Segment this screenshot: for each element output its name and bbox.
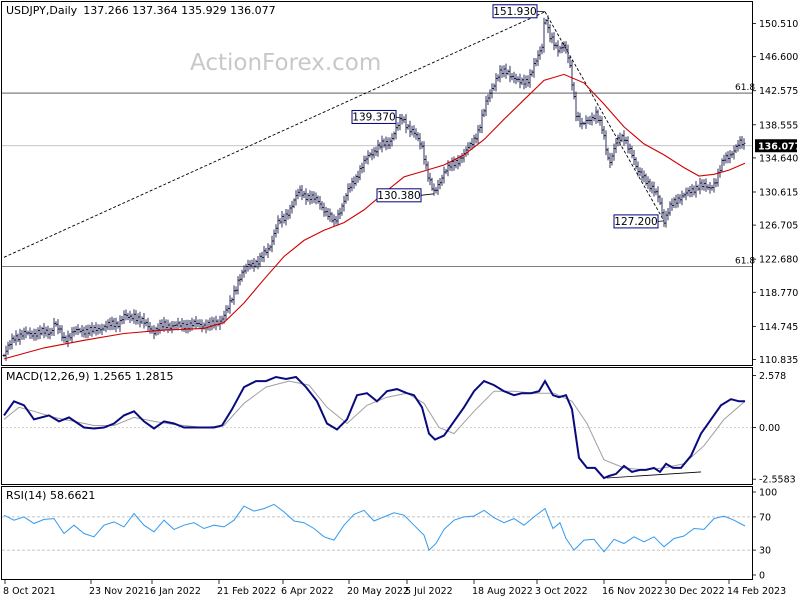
annotation-leader	[420, 193, 435, 196]
annotation-leader	[395, 116, 403, 119]
price-annotation-3: 127.200	[613, 214, 665, 229]
price-y-tick-label: 110.835	[759, 355, 798, 366]
x-tick-label: 16 Nov 2022	[602, 586, 663, 597]
rsi-y-tick-label: 70	[759, 512, 771, 523]
price-y-tick-label: 114.745	[759, 322, 798, 333]
price-panel: 61.8 61.8 151.930 139.370 130.380 127.200	[2, 4, 755, 361]
price-y-tick-label: 146.600	[759, 52, 798, 63]
x-tick-label: 30 Dec 2022	[664, 586, 725, 597]
macd-y-tick-label: 2.578	[759, 371, 786, 382]
macd-y-tick-label: 0.00	[759, 423, 780, 434]
annotation-leader	[657, 220, 665, 222]
rsi-line	[3, 503, 746, 553]
x-tick-label: 6 Jan 2022	[150, 586, 201, 597]
price-annotation-1: 139.370	[351, 109, 403, 124]
annotation-label: 151.930	[493, 6, 536, 18]
annotation-label: 139.370	[352, 111, 395, 123]
rsi-panel	[2, 503, 752, 553]
x-tick-label: 20 May 2022	[347, 586, 409, 597]
price-y-tick-label: 126.705	[759, 221, 798, 232]
rsi-y-tick-label: 30	[759, 546, 771, 557]
price-panel-title: USDJPY,Daily 137.266 137.364 135.929 136.…	[6, 4, 276, 17]
macd-panel-frame	[1, 367, 753, 485]
moving-average-line	[3, 73, 746, 360]
macd-divergence-line	[606, 471, 702, 479]
macd-signal-line	[3, 380, 746, 471]
macd-y-tick-label: -2.5583	[759, 475, 796, 486]
fib-label-0: 61.8	[735, 83, 755, 93]
rsi-y-tick-label: 0	[759, 571, 765, 582]
fib-label-1: 61.8	[735, 257, 755, 267]
annotation-label: 130.380	[377, 190, 420, 202]
price-bar	[742, 138, 746, 150]
annotation-label: 127.200	[614, 216, 657, 228]
price-bars	[2, 15, 746, 361]
x-tick-label: 18 Aug 2022	[472, 586, 533, 597]
x-tick-label: 23 Nov 2021	[89, 586, 150, 597]
price-y-tick-label: 138.555	[759, 120, 798, 131]
current-price-tag-label: 136.077	[758, 142, 800, 153]
rsi-panel-title: RSI(14) 58.6621	[6, 489, 95, 502]
macd-panel	[2, 375, 752, 480]
axes: 150.510 146.600 142.575 138.555 134.640 130.6…	[3, 19, 800, 597]
x-tick-label: 8 Oct 2021	[3, 586, 56, 597]
price-y-tick-label: 150.510	[759, 19, 798, 30]
price-annotation-2: 130.380	[376, 188, 435, 203]
watermark: ActionForex.com	[190, 50, 381, 76]
current-price-tag	[755, 139, 797, 153]
price-y-tick-label: 142.575	[759, 86, 798, 97]
annotation-leader	[536, 10, 546, 13]
x-tick-label: 14 Feb 2023	[727, 586, 786, 597]
x-tick-label: 6 Apr 2022	[281, 586, 334, 597]
price-y-tick-label: 134.640	[759, 153, 798, 164]
price-y-tick-label: 130.615	[759, 187, 798, 198]
price-y-tick-label: 118.770	[759, 288, 798, 299]
annotation-box	[492, 4, 538, 19]
x-tick-label: 21 Feb 2022	[217, 586, 276, 597]
rsi-panel-frame	[1, 486, 753, 580]
price-y-tick-label: 122.680	[759, 255, 798, 266]
rsi-y-tick-label: 100	[759, 488, 777, 499]
x-tick-label: 5 Jul 2022	[405, 586, 453, 597]
macd-line	[3, 375, 745, 480]
macd-panel-title: MACD(12,26,9) 1.2565 1.2815	[6, 370, 174, 383]
x-tick-label: 3 Oct 2022	[535, 586, 588, 597]
dotted-trend-line-1	[544, 11, 665, 222]
price-panel-frame	[1, 1, 753, 366]
price-annotation-0: 151.930	[492, 4, 546, 19]
dotted-trend-line-0	[3, 11, 546, 258]
